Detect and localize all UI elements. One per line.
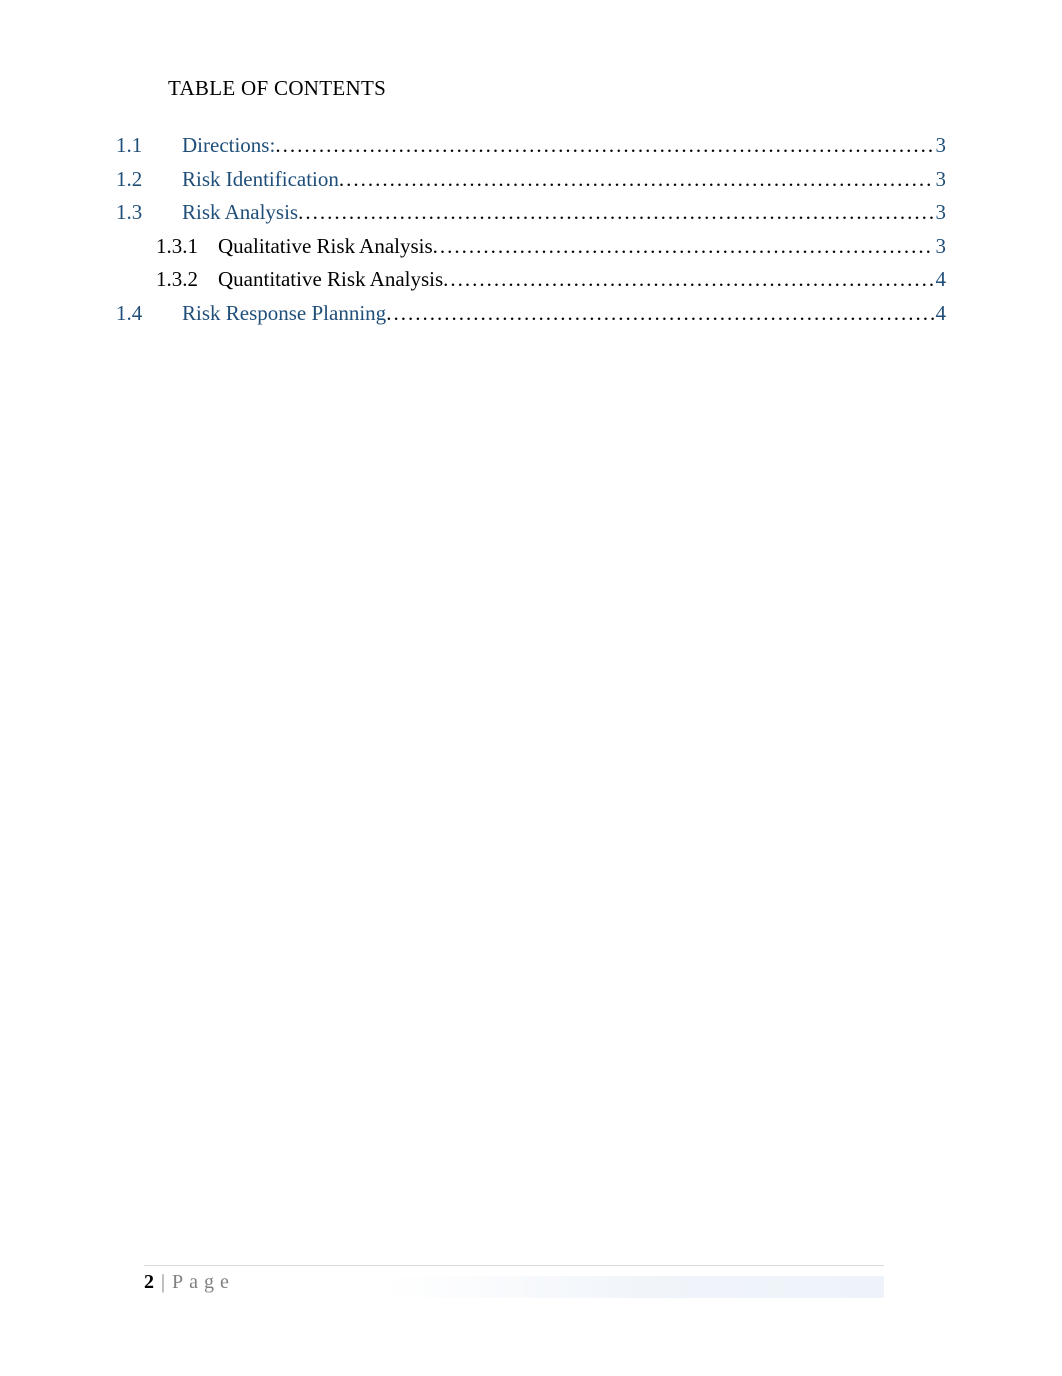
- toc-entry[interactable]: 1.2 Risk Identification 3: [116, 163, 946, 197]
- footer-gradient: [386, 1276, 884, 1298]
- toc-leader-dots: [275, 129, 933, 163]
- toc-entry[interactable]: 1.3 Risk Analysis 3: [116, 196, 946, 230]
- toc-section-label: Directions:: [182, 129, 275, 163]
- toc-section-number: 1.3.2: [156, 263, 218, 297]
- toc-page-number: 4: [934, 263, 947, 297]
- footer-page-number: 2: [144, 1271, 154, 1293]
- page-footer: 2 | Page: [144, 1271, 235, 1294]
- toc-section-number: 1.1: [116, 129, 182, 163]
- toc-page-number: 3: [934, 129, 947, 163]
- toc-page-number: 4: [934, 297, 947, 331]
- toc-section-number: 1.2: [116, 163, 182, 197]
- toc-section-number: 1.3.1: [156, 230, 218, 264]
- toc-entry[interactable]: 1.4 Risk Response Planning 4: [116, 297, 946, 331]
- toc-leader-dots: [443, 263, 933, 297]
- toc-entry[interactable]: 1.3.2 Quantitative Risk Analysis 4: [116, 263, 946, 297]
- toc-page-number: 3: [934, 196, 947, 230]
- toc-section-label: Risk Response Planning: [182, 297, 386, 331]
- toc-section-label: Quantitative Risk Analysis: [218, 263, 443, 297]
- toc-section-label: Risk Identification: [182, 163, 339, 197]
- toc-page-number: 3: [934, 163, 947, 197]
- toc-leader-dots: [339, 163, 934, 197]
- toc-page-number: 3: [934, 230, 947, 264]
- toc-section-number: 1.3: [116, 196, 182, 230]
- document-page: TABLE OF CONTENTS 1.1 Directions: 3 1.2 …: [0, 0, 1062, 1376]
- toc-leader-dots: [386, 297, 933, 331]
- toc-section-label: Risk Analysis: [182, 196, 298, 230]
- toc-heading: TABLE OF CONTENTS: [168, 76, 946, 101]
- toc-leader-dots: [298, 196, 933, 230]
- footer-separator: |: [161, 1271, 165, 1293]
- toc-section-label: Qualitative Risk Analysis: [218, 230, 433, 264]
- table-of-contents: 1.1 Directions: 3 1.2 Risk Identificatio…: [116, 129, 946, 331]
- footer-page-label: Page: [172, 1271, 235, 1293]
- toc-entry[interactable]: 1.1 Directions: 3: [116, 129, 946, 163]
- toc-entry[interactable]: 1.3.1 Qualitative Risk Analysis 3: [116, 230, 946, 264]
- toc-section-number: 1.4: [116, 297, 182, 331]
- footer-divider: [144, 1265, 884, 1266]
- toc-leader-dots: [433, 230, 934, 264]
